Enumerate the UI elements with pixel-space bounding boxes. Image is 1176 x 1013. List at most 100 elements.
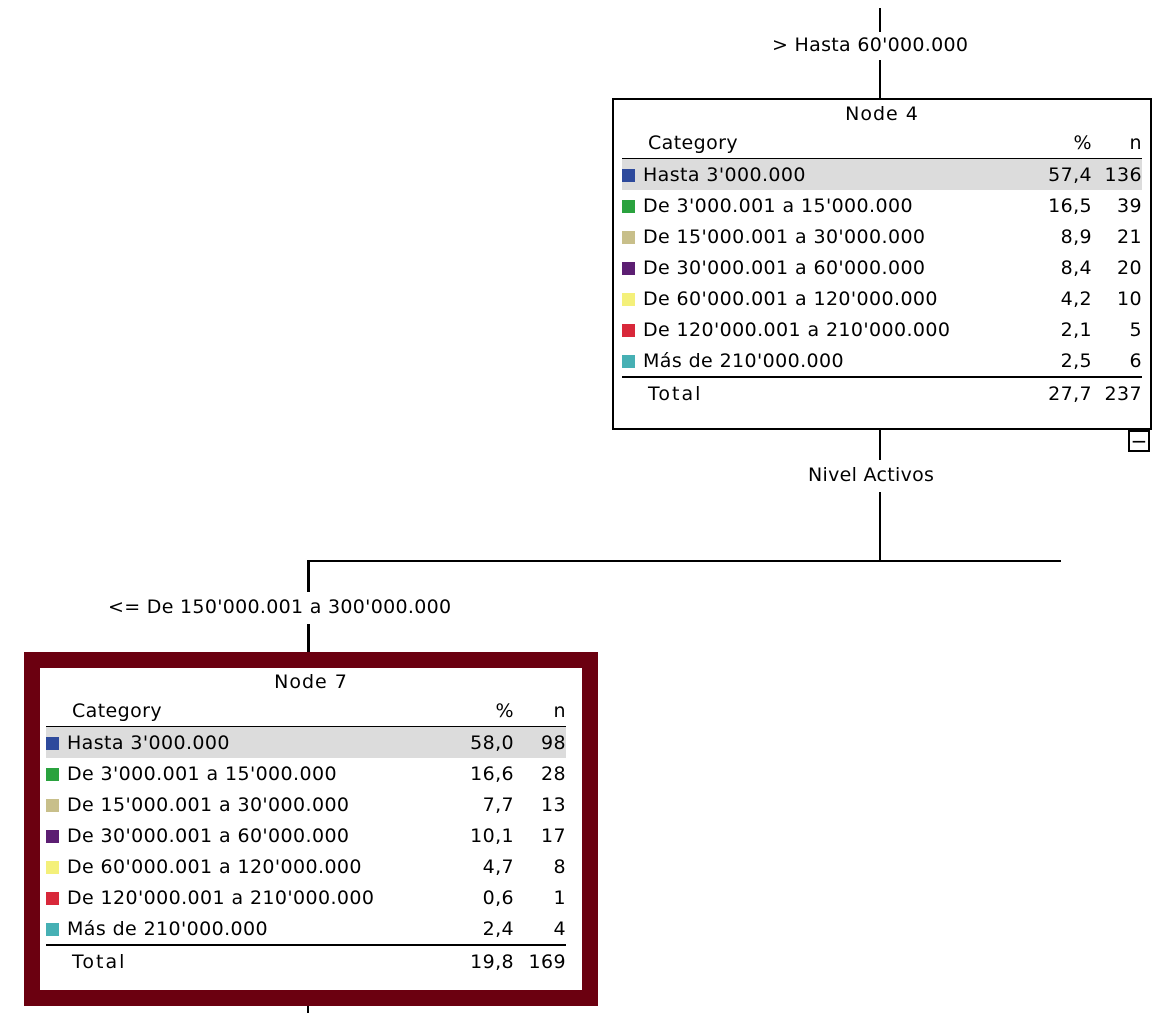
color-swatch (46, 767, 59, 781)
total-label: Total (72, 950, 127, 973)
category-label: De 30'000.001 a 60'000.000 (67, 824, 350, 847)
category-n: 5 (1129, 318, 1142, 341)
category-label: Más de 210'000.000 (67, 917, 269, 940)
color-swatch (46, 891, 59, 905)
tree-node-4[interactable]: Node 4 Category % n Hasta 3'000.000 57,4… (612, 98, 1152, 430)
category-n: 28 (541, 762, 566, 785)
category-n: 1 (553, 886, 566, 909)
edge-line-split-down (879, 492, 881, 562)
table-row: De 3'000.001 a 15'000.000 16,5 39 (622, 190, 1142, 221)
category-label: De 120'000.001 a 210'000.000 (67, 886, 375, 909)
header-n: n (1092, 128, 1142, 159)
category-pct: 4,7 (482, 855, 514, 878)
edge-line-top (879, 8, 881, 32)
edge-line-left-down (307, 560, 310, 592)
category-label: De 3'000.001 a 15'000.000 (643, 194, 913, 217)
split-variable-label: Nivel Activos (808, 464, 935, 486)
category-pct: 2,5 (1036, 345, 1092, 378)
header-n: n (514, 696, 566, 727)
category-label: Hasta 3'000.000 (643, 163, 806, 186)
color-swatch (622, 168, 635, 182)
table-row: Hasta 3'000.000 58,0 98 (46, 726, 566, 758)
table-row: Más de 210'000.000 2,5 6 (622, 345, 1142, 378)
category-n: 13 (541, 793, 566, 816)
table-row: De 15'000.001 a 30'000.000 7,7 13 (46, 789, 566, 820)
table-header-row: Category % n (622, 128, 1142, 159)
edge-label-top: > Hasta 60'000.000 (772, 34, 969, 56)
color-swatch (622, 323, 635, 337)
table-row: Más de 210'000.000 2,4 4 (46, 913, 566, 946)
category-label: De 60'000.001 a 120'000.000 (67, 855, 362, 878)
node-title: Node 7 (274, 671, 348, 693)
header-category: Category (46, 696, 456, 727)
table-row: De 60'000.001 a 120'000.000 4,2 10 (622, 283, 1142, 314)
category-pct: 7,7 (482, 793, 514, 816)
category-pct: 2,4 (456, 913, 514, 946)
color-swatch (46, 736, 59, 750)
color-swatch (46, 860, 59, 874)
category-pct: 57,4 (1036, 158, 1092, 190)
table-row: Hasta 3'000.000 57,4 136 (622, 158, 1142, 190)
edge-label-left: <= De 150'000.001 a 300'000.000 (108, 596, 452, 618)
header-pct: % (1036, 128, 1092, 159)
total-n: 237 (1104, 382, 1142, 405)
table-header-row: Category % n (46, 696, 566, 727)
category-table: Category % n Hasta 3'000.000 57,4 136 De… (622, 128, 1142, 409)
category-table: Category % n Hasta 3'000.000 58,0 98 De … (46, 696, 566, 977)
table-total-row: Total 27,7 237 (622, 377, 1142, 409)
category-n: 21 (1117, 225, 1142, 248)
category-label: De 15'000.001 a 30'000.000 (67, 793, 350, 816)
table-total-row: Total 19,8 169 (46, 945, 566, 977)
color-swatch (46, 922, 59, 936)
collapse-node-button[interactable]: − (1128, 430, 1150, 452)
category-label: De 30'000.001 a 60'000.000 (643, 256, 926, 279)
header-pct: % (456, 696, 514, 727)
category-pct: 8,4 (1060, 256, 1092, 279)
category-n: 8 (553, 855, 566, 878)
category-label: De 60'000.001 a 120'000.000 (643, 287, 938, 310)
table-row: De 30'000.001 a 60'000.000 10,1 17 (46, 820, 566, 851)
category-label: Hasta 3'000.000 (67, 731, 230, 754)
color-swatch (622, 354, 635, 368)
tree-node-7[interactable]: Node 7 Category % n Hasta 3'000.000 58,0… (24, 652, 598, 1006)
color-swatch (622, 292, 635, 306)
category-label: De 15'000.001 a 30'000.000 (643, 225, 926, 248)
header-category: Category (622, 128, 1036, 159)
table-row: De 30'000.001 a 60'000.000 8,4 20 (622, 252, 1142, 283)
category-n: 98 (514, 726, 566, 758)
edge-line-left-lower (307, 624, 310, 654)
category-n: 39 (1117, 194, 1142, 217)
color-swatch (46, 798, 59, 812)
category-n: 4 (514, 913, 566, 946)
table-row: De 120'000.001 a 210'000.000 2,1 5 (622, 314, 1142, 345)
color-swatch (622, 261, 635, 275)
edge-line-top-lower (879, 60, 881, 100)
category-n: 10 (1117, 287, 1142, 310)
category-pct: 2,1 (1060, 318, 1092, 341)
category-pct: 16,6 (470, 762, 514, 785)
category-pct: 0,6 (482, 886, 514, 909)
total-pct: 19,8 (470, 950, 514, 973)
edge-line-horizontal (307, 560, 1061, 562)
node-title: Node 4 (845, 103, 919, 125)
color-swatch (622, 199, 635, 213)
total-n: 169 (528, 950, 566, 973)
category-pct: 10,1 (470, 824, 514, 847)
color-swatch (46, 829, 59, 843)
category-pct: 16,5 (1048, 194, 1092, 217)
category-n: 6 (1092, 345, 1142, 378)
table-row: De 15'000.001 a 30'000.000 8,9 21 (622, 221, 1142, 252)
category-label: De 120'000.001 a 210'000.000 (643, 318, 951, 341)
table-row: De 3'000.001 a 15'000.000 16,6 28 (46, 758, 566, 789)
category-n: 20 (1117, 256, 1142, 279)
color-swatch (622, 230, 635, 244)
category-pct: 8,9 (1060, 225, 1092, 248)
category-n: 17 (541, 824, 566, 847)
category-pct: 4,2 (1060, 287, 1092, 310)
edge-line-node4-down (879, 428, 881, 460)
table-row: De 120'000.001 a 210'000.000 0,6 1 (46, 882, 566, 913)
table-row: De 60'000.001 a 120'000.000 4,7 8 (46, 851, 566, 882)
category-n: 136 (1092, 158, 1142, 190)
total-label: Total (648, 382, 703, 405)
category-label: Más de 210'000.000 (643, 349, 845, 372)
